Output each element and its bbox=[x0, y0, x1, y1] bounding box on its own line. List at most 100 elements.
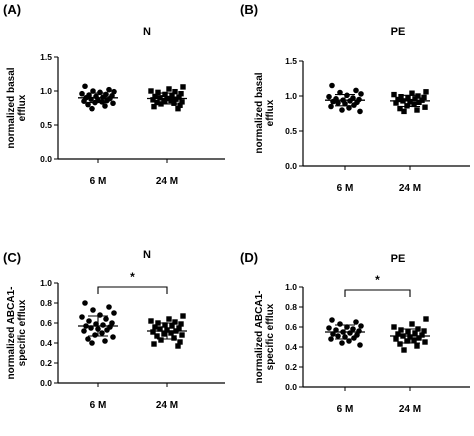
data-point bbox=[395, 331, 401, 337]
panel-title: N bbox=[143, 26, 151, 38]
data-point bbox=[414, 107, 420, 113]
data-point bbox=[157, 95, 163, 101]
data-point bbox=[79, 90, 85, 97]
data-point bbox=[328, 103, 334, 110]
data-point bbox=[161, 98, 167, 104]
data-point bbox=[90, 88, 96, 94]
data-point bbox=[421, 94, 427, 101]
data-point bbox=[414, 343, 420, 349]
data-point bbox=[175, 343, 181, 349]
data-point bbox=[416, 99, 422, 105]
data-point bbox=[82, 300, 88, 306]
data-point bbox=[82, 83, 88, 90]
data-point bbox=[401, 108, 407, 115]
data-point bbox=[110, 334, 116, 340]
data-point bbox=[179, 99, 185, 105]
y-tick-label: 1.5 bbox=[285, 56, 297, 66]
data-point bbox=[92, 332, 98, 338]
panel-letter: (B) bbox=[240, 2, 258, 17]
data-point bbox=[344, 324, 350, 330]
data-point bbox=[337, 321, 343, 327]
data-point bbox=[326, 93, 332, 100]
x-tick-label: 6 M bbox=[337, 183, 354, 194]
data-point bbox=[151, 103, 157, 110]
data-point bbox=[106, 304, 112, 310]
data-point bbox=[169, 323, 175, 329]
y-tick-label: 0.8 bbox=[40, 298, 52, 308]
y-tick-label: 1.0 bbox=[40, 278, 52, 288]
data-point bbox=[180, 84, 186, 90]
data-point bbox=[180, 313, 186, 319]
data-point bbox=[335, 100, 341, 106]
y-tick-label: 0.8 bbox=[285, 302, 297, 312]
data-point bbox=[419, 97, 425, 103]
data-point bbox=[329, 82, 335, 89]
data-point bbox=[89, 340, 95, 346]
data-point bbox=[423, 89, 429, 95]
data-point bbox=[358, 91, 364, 97]
data-point bbox=[172, 319, 178, 325]
data-point bbox=[351, 102, 357, 108]
data-point bbox=[411, 101, 417, 108]
data-point bbox=[412, 330, 418, 336]
data-point bbox=[175, 105, 181, 112]
data-point bbox=[326, 325, 332, 331]
data-point bbox=[328, 336, 334, 342]
data-point bbox=[405, 95, 411, 101]
panel-title: PE bbox=[391, 253, 406, 265]
x-tick-label: 6 M bbox=[90, 400, 107, 411]
data-point bbox=[169, 93, 175, 99]
data-point bbox=[397, 341, 403, 347]
data-point bbox=[85, 101, 91, 108]
data-point bbox=[152, 93, 158, 100]
data-point bbox=[106, 86, 112, 93]
y-axis-label: normalized basal bbox=[254, 72, 265, 153]
y-tick-label: 1.5 bbox=[40, 52, 52, 62]
data-point bbox=[158, 337, 164, 343]
data-point bbox=[148, 318, 154, 324]
data-point bbox=[90, 307, 96, 313]
data-point bbox=[395, 96, 401, 103]
data-point bbox=[347, 330, 353, 336]
significance-marker: * bbox=[130, 270, 135, 284]
data-point bbox=[347, 98, 353, 104]
y-axis-label: specific efflux bbox=[17, 299, 28, 366]
panel-title: PE bbox=[391, 26, 406, 38]
data-point bbox=[86, 318, 92, 324]
significance-marker: * bbox=[375, 273, 380, 287]
data-point bbox=[357, 342, 363, 348]
data-point bbox=[178, 321, 184, 327]
data-point bbox=[358, 323, 364, 329]
panel-title: N bbox=[143, 249, 151, 261]
y-tick-label: 0.2 bbox=[40, 358, 52, 368]
data-point bbox=[357, 108, 363, 115]
panel-letter: (D) bbox=[240, 250, 258, 265]
data-point bbox=[421, 328, 427, 334]
data-point bbox=[353, 319, 359, 325]
x-tick-label: 24 M bbox=[156, 176, 178, 187]
data-point bbox=[409, 90, 415, 96]
y-tick-label: 1.0 bbox=[285, 91, 297, 101]
y-tick-label: 0.4 bbox=[40, 338, 52, 348]
data-point bbox=[391, 91, 397, 98]
data-point bbox=[393, 336, 399, 342]
data-point bbox=[178, 91, 184, 97]
data-point bbox=[405, 329, 411, 335]
data-point bbox=[346, 105, 352, 111]
data-point bbox=[172, 88, 178, 95]
data-point bbox=[150, 97, 156, 103]
data-point bbox=[171, 100, 177, 106]
significance-bracket bbox=[97, 286, 168, 294]
data-point bbox=[176, 94, 182, 100]
y-tick-label: 0.5 bbox=[285, 126, 297, 136]
data-point bbox=[391, 324, 397, 330]
data-point bbox=[398, 94, 404, 100]
data-point bbox=[177, 102, 183, 108]
y-tick-label: 0.0 bbox=[40, 154, 52, 164]
data-point bbox=[173, 96, 179, 102]
data-point bbox=[79, 314, 85, 320]
data-point bbox=[393, 100, 399, 106]
data-point bbox=[162, 322, 168, 328]
x-tick-label: 24 M bbox=[156, 400, 178, 411]
panel-letter: (A) bbox=[3, 2, 21, 17]
